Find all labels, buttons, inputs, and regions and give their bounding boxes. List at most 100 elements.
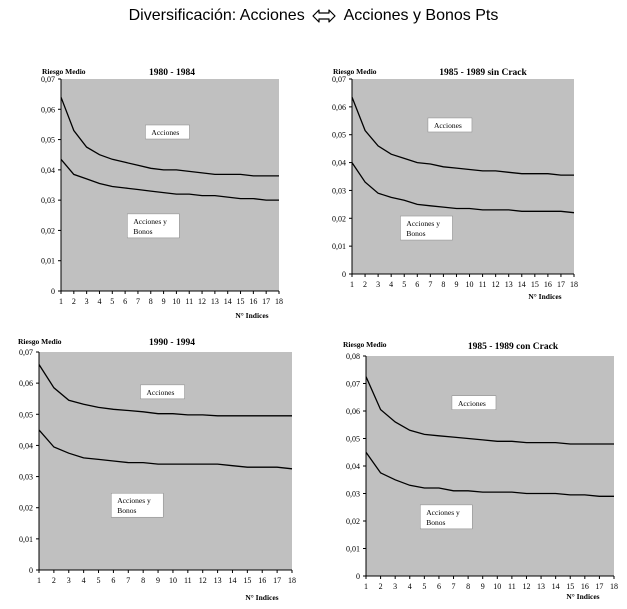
series-line-acciones-y-bonos <box>60 158 279 201</box>
label-text: Acciones y <box>133 217 167 226</box>
x-tick-label: 1 <box>37 576 41 585</box>
series-line-acciones-y-bonos <box>38 429 293 470</box>
label-text: Acciones <box>434 121 462 130</box>
y-tick-label: 0,03 <box>346 490 360 499</box>
x-tick-label: 7 <box>126 576 130 585</box>
x-tick-label: 8 <box>466 582 470 591</box>
y-tick-label: 0 <box>342 270 346 279</box>
y-tick-label: 0,04 <box>332 159 346 168</box>
label-box <box>451 395 497 410</box>
y-axis-label: Riesgo Medio <box>333 67 377 76</box>
y-tick-label: 0,07 <box>346 380 360 389</box>
x-axis-label: N° Indices <box>245 593 278 602</box>
y-tick-label: 0,07 <box>19 348 33 357</box>
series-line-acciones <box>351 96 574 176</box>
series-line-acciones-y-bonos <box>365 451 614 497</box>
y-tick-label: 0,03 <box>332 186 346 195</box>
x-tick-label: 8 <box>441 280 445 289</box>
x-tick-label: 5 <box>422 582 426 591</box>
x-axis-label: N° Indices <box>528 292 561 301</box>
x-tick-label: 9 <box>162 297 166 306</box>
y-tick-label: 0,02 <box>19 504 33 513</box>
x-tick-label: 12 <box>199 576 207 585</box>
x-tick-label: 3 <box>393 582 397 591</box>
x-tick-label: 14 <box>552 582 560 591</box>
y-tick-label: 0,08 <box>346 352 360 361</box>
y-axis-label: Riesgo Medio <box>42 67 86 76</box>
x-tick-label: 4 <box>389 280 393 289</box>
x-tick-label: 15 <box>566 582 574 591</box>
x-tick-label: 9 <box>454 280 458 289</box>
y-tick-label: 0 <box>29 566 33 575</box>
series-line-acciones-y-bonos <box>351 162 575 214</box>
y-tick-label: 0,03 <box>41 196 55 205</box>
x-tick-label: 5 <box>402 280 406 289</box>
x-tick-label: 4 <box>97 297 101 306</box>
x-tick-label: 6 <box>437 582 441 591</box>
plot-area <box>366 356 614 576</box>
y-tick-label: 0,04 <box>346 462 360 471</box>
x-tick-label: 11 <box>184 576 192 585</box>
x-tick-label: 13 <box>211 297 219 306</box>
y-tick-label: 0,06 <box>19 379 33 388</box>
y-tick-label: 0,05 <box>346 435 360 444</box>
y-tick-label: 0,05 <box>19 410 33 419</box>
x-tick-label: 16 <box>258 576 266 585</box>
label-box <box>427 117 473 133</box>
x-tick-label: 16 <box>249 297 257 306</box>
title-right: Acciones y Bonos Pts <box>343 7 499 24</box>
x-tick-label: 11 <box>479 280 487 289</box>
label-acciones: Acciones <box>145 124 190 140</box>
x-tick-label: 18 <box>275 297 283 306</box>
title-left: Diversificación: Acciones <box>128 7 305 24</box>
label-acciones: Acciones <box>140 384 185 400</box>
label-box <box>145 124 190 140</box>
x-tick-label: 15 <box>531 280 539 289</box>
x-tick-label: 12 <box>492 280 500 289</box>
label-text: Acciones <box>458 399 486 408</box>
y-tick-label: 0,07 <box>332 75 346 84</box>
y-tick-label: 0,01 <box>346 545 360 554</box>
label-text: Acciones <box>147 388 175 397</box>
y-tick-label: 0,04 <box>41 166 55 175</box>
x-tick-label: 17 <box>595 582 603 591</box>
x-tick-label: 13 <box>537 582 545 591</box>
x-tick-label: 11 <box>185 297 193 306</box>
x-tick-label: 8 <box>141 576 145 585</box>
chart-title: 1990 - 1994 <box>149 338 195 348</box>
y-tick-label: 0,01 <box>19 535 33 544</box>
x-tick-label: 15 <box>243 576 251 585</box>
page-title: Diversificación: Acciones Acciones y Bon… <box>0 7 627 25</box>
label-text: Acciones y <box>117 496 151 505</box>
y-tick-label: 0,05 <box>332 131 346 140</box>
label-text: Acciones y <box>406 219 440 228</box>
x-tick-label: 2 <box>379 582 383 591</box>
x-tick-label: 17 <box>557 280 565 289</box>
series-line-acciones <box>365 376 614 445</box>
double-arrow-icon <box>312 9 336 23</box>
label-text: Bonos <box>426 518 445 527</box>
x-tick-label: 4 <box>408 582 412 591</box>
chart-title: 1980 - 1984 <box>149 68 195 78</box>
x-tick-label: 4 <box>82 576 86 585</box>
x-tick-label: 8 <box>149 297 153 306</box>
chart-title: 1985 - 1989 sin Crack <box>439 68 527 78</box>
x-tick-label: 16 <box>544 280 552 289</box>
x-tick-label: 10 <box>466 280 474 289</box>
x-tick-label: 3 <box>85 297 89 306</box>
y-axis-label: Riesgo Medio <box>18 337 62 346</box>
x-tick-label: 14 <box>228 576 236 585</box>
x-tick-label: 2 <box>72 297 76 306</box>
y-tick-label: 0 <box>51 287 55 296</box>
x-tick-label: 12 <box>522 582 530 591</box>
y-tick-label: 0,02 <box>41 226 55 235</box>
x-tick-label: 2 <box>52 576 56 585</box>
y-tick-label: 0,05 <box>41 136 55 145</box>
x-tick-label: 12 <box>198 297 206 306</box>
label-box <box>140 384 185 400</box>
x-tick-label: 7 <box>428 280 432 289</box>
